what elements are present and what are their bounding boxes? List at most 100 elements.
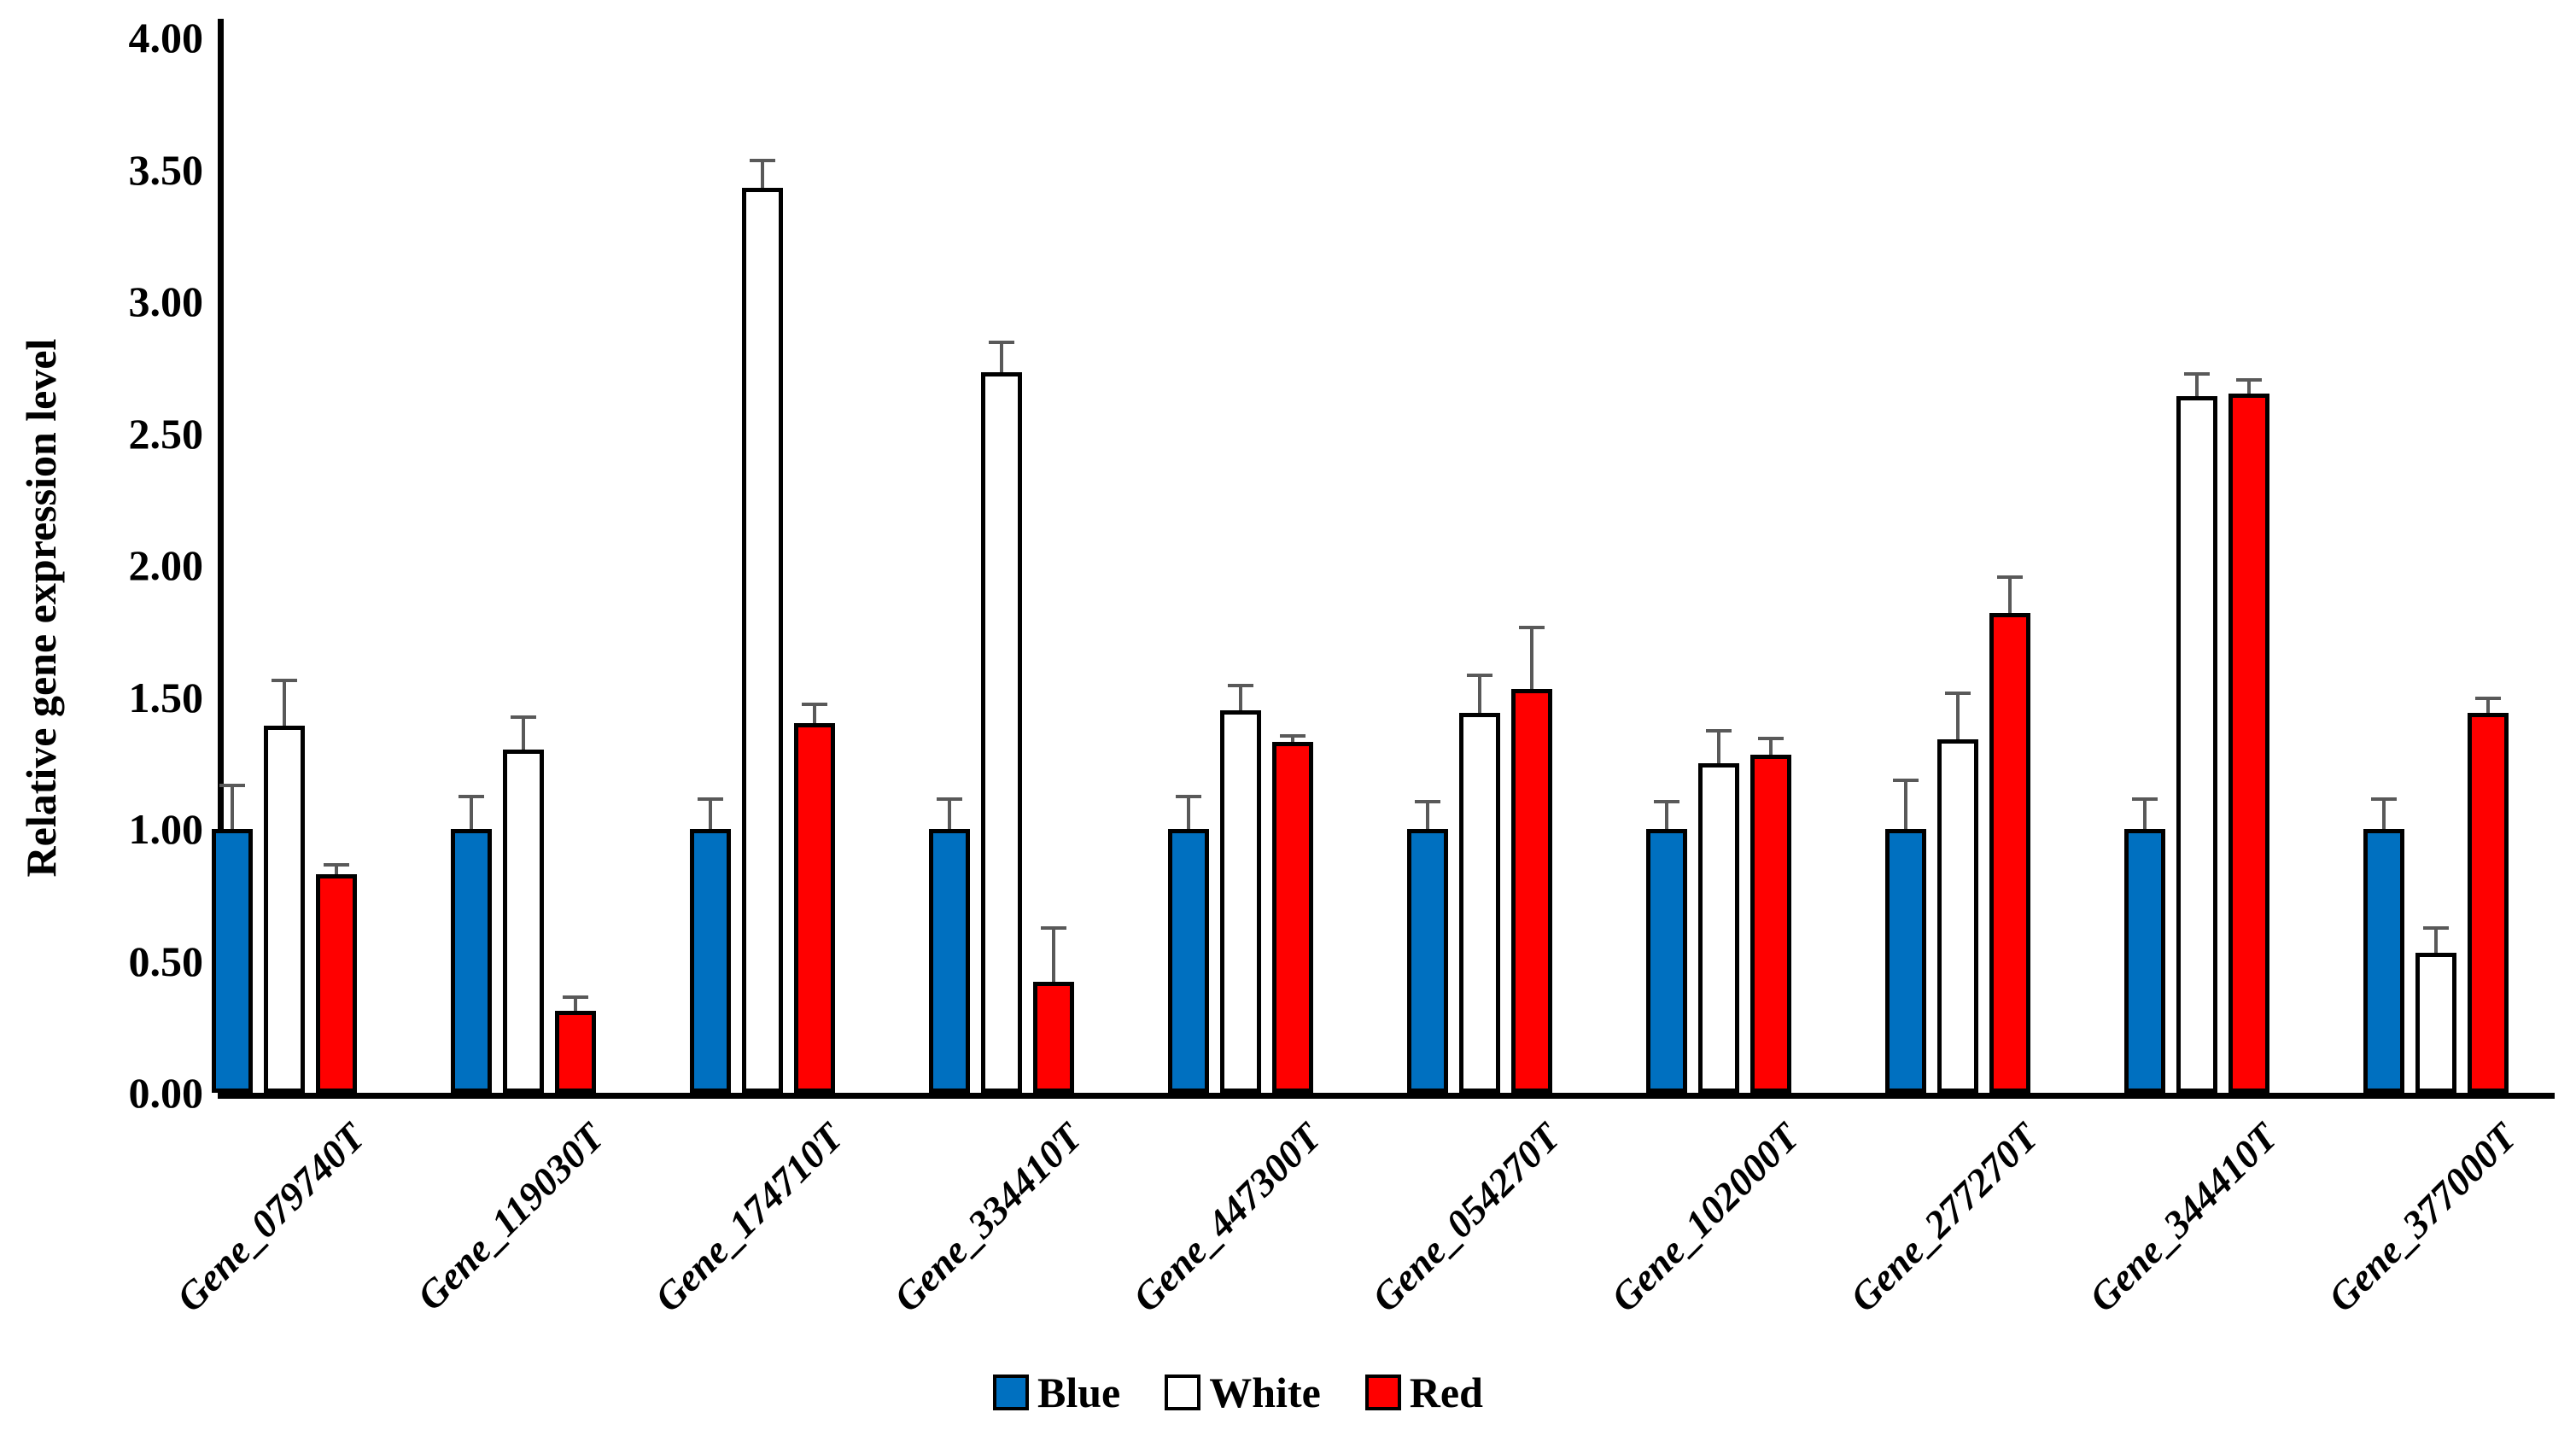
x-category-label: Gene_277270T [1841,1114,2047,1321]
bar-white-Gene_344410T [2176,396,2217,1093]
error-bar-cap [2475,697,2501,700]
error-bar-cap [1893,779,1919,782]
error-bar-cap [1654,800,1679,803]
error-bar-stem [1291,734,1294,742]
bar-white-Gene_377000T [2415,953,2456,1093]
error-bar-stem [522,715,525,750]
y-tick-label: 0.50 [128,937,204,985]
error-bar-cap [1228,684,1253,687]
error-bar-stem [231,784,234,829]
bar-blue-Gene_344410T [2124,829,2165,1093]
bar-white-Gene_447300T [1220,710,1261,1093]
error-bar-cap [698,797,723,801]
error-bar-stem [470,795,473,829]
error-bar-cap [2371,797,2397,801]
error-bar-stem [1530,626,1533,689]
x-category-label: Gene_377000T [2319,1114,2525,1321]
error-bar-stem [1426,800,1429,829]
x-category-label: Gene_334410T [885,1114,1090,1321]
bar-white-Gene_277270T [1937,739,1978,1093]
legend-label-blue: Blue [1037,1369,1121,1416]
error-bar-cap [563,995,588,999]
bar-red-Gene_447300T [1272,742,1313,1093]
legend-swatch-red [1364,1375,1401,1410]
error-bar-stem [813,703,816,723]
error-bar-cap [324,863,349,867]
bar-white-Gene_079740T [264,726,305,1093]
bar-blue-Gene_102000T [1646,829,1687,1093]
bar-white-Gene_174710T [742,188,783,1093]
legend-label-white: White [1209,1369,1321,1416]
bar-red-Gene_334410T [1033,982,1074,1093]
error-bar-cap [1041,926,1066,930]
bar-red-Gene_102000T [1750,755,1791,1093]
x-category-label: Gene_447300T [1124,1114,1329,1321]
error-bar-cap [1758,737,1784,740]
y-tick-label: 0.00 [128,1069,204,1117]
bar-red-Gene_174710T [794,723,835,1093]
error-bar-cap [2423,926,2449,930]
error-bar-stem [1239,684,1242,710]
error-bar-stem [709,797,712,829]
error-bar-cap [219,784,245,787]
error-bar-cap [1280,734,1306,738]
error-bar-stem [1000,341,1003,372]
bar-white-Gene_102000T [1698,763,1739,1093]
y-tick-label: 2.00 [128,541,204,589]
error-bar-stem [1052,926,1055,982]
error-bar-cap [2184,372,2210,376]
error-bar-stem [2486,697,2490,713]
x-category-label: Gene_174710T [645,1114,851,1321]
bar-blue-Gene_277270T [1885,829,1926,1093]
legend-item-blue: Blue [993,1371,1120,1414]
bar-blue-Gene_334410T [929,829,970,1093]
error-bar-cap [1945,692,1971,695]
x-category-label: Gene_102000T [1602,1114,1808,1321]
bar-red-Gene_377000T [2468,713,2509,1093]
error-bar-stem [2247,378,2251,394]
error-bar-stem [2008,575,2012,613]
legend-item-white: White [1165,1371,1321,1414]
x-category-label: Gene_079740T [167,1114,373,1321]
error-bar-stem [1956,692,1960,739]
error-bar-stem [761,159,764,188]
bar-white-Gene_119030T [503,750,544,1093]
error-bar-cap [989,341,1014,344]
error-bar-cap [802,703,827,706]
bar-white-Gene_054270T [1459,713,1500,1093]
legend-swatch-blue [993,1375,1029,1410]
error-bar-stem [1187,795,1190,829]
error-bar-cap [272,679,297,682]
error-bar-cap [1467,674,1492,677]
error-bar-stem [1717,729,1720,763]
error-bar-stem [1665,800,1668,829]
x-category-label: Gene_119030T [408,1114,612,1319]
error-bar-stem [948,797,951,829]
error-bar-cap [937,797,962,801]
y-tick-label: 1.00 [128,805,204,853]
bar-red-Gene_344410T [2228,394,2269,1093]
y-tick-label: 3.00 [128,277,204,325]
error-bar-stem [1478,674,1481,713]
error-bar-stem [2143,797,2147,829]
error-bar-stem [2195,372,2199,396]
x-category-label: Gene_054270T [1363,1114,1568,1321]
error-bar-stem [283,679,286,726]
error-bar-cap [1519,626,1545,629]
bar-white-Gene_334410T [981,372,1022,1093]
x-axis-line [218,1093,2555,1099]
legend: Blue White Red [993,1371,1483,1414]
error-bar-stem [2434,926,2438,953]
legend-swatch-white [1165,1375,1201,1410]
bar-blue-Gene_054270T [1407,829,1448,1093]
error-bar-cap [511,715,536,719]
error-bar-cap [1706,729,1732,733]
bar-red-Gene_277270T [1989,613,2030,1093]
legend-label-red: Red [1409,1369,1483,1416]
error-bar-stem [1769,737,1773,755]
bar-blue-Gene_174710T [690,829,731,1093]
y-axis-line [218,19,224,1099]
y-tick-label: 1.50 [128,673,204,721]
bar-blue-Gene_447300T [1168,829,1209,1093]
